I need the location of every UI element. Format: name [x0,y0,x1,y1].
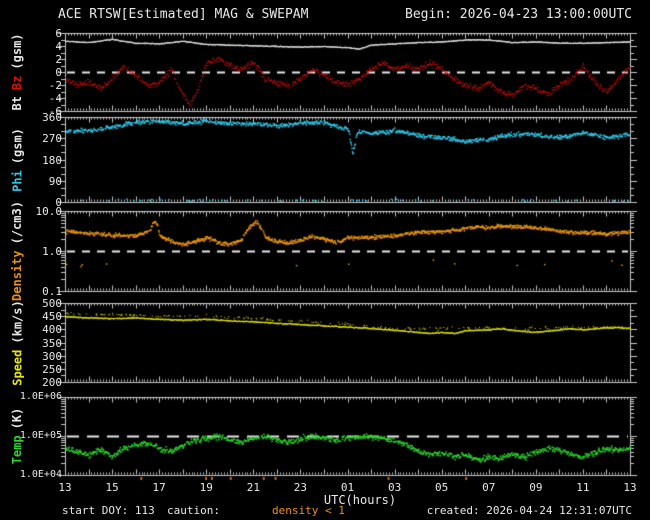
x-tick-label: 07 [482,481,496,494]
footer-caution-value: density < 1 [272,504,345,517]
y-tick-label: 250 [42,362,62,376]
y-tick-label: 180 [42,153,62,167]
y-tick-label: 1.0 [42,245,62,258]
y-tick-label: 270 [42,132,62,146]
y-tick-label: 360 [42,111,62,124]
y-tick-label: 300 [42,349,62,363]
footer-caution-label: caution: [167,504,220,517]
y-tick-label: 10.0 [35,205,63,218]
y-tick-label: 0 [55,196,62,209]
x-axis-label: UTC(hours) [323,493,397,507]
x-tick-label: 17 [152,481,166,494]
footer-created-timestamp: created: 2026-04-24 12:31:07UTC [426,504,632,517]
y-tick-label: 1.0E+04 [19,469,62,480]
x-tick-label: 03 [387,481,402,494]
x-tick-label: 13 [58,481,72,494]
y-tick-label: -6 [48,105,62,118]
y-tick-label: 90 [48,174,62,188]
y-tick-label: -2 [48,79,62,92]
x-tick-label: 23 [293,481,308,494]
y-tick-label: 6 [55,27,62,40]
y-tick-label: 4 [55,40,62,53]
y-tick-label: 1.0E+05 [19,430,62,441]
x-tick-label: 21 [246,481,260,494]
y-tick-label: 450 [42,310,62,324]
y-tick-label: 400 [42,323,62,337]
begin-timestamp: Begin: 2026-04-23 13:00:00UTC [405,7,632,22]
x-tick-label: 11 [576,481,590,494]
y-tick-label: 500 [42,297,62,310]
footer-start-doy: start DOY: 113 [62,504,155,517]
y-tick-label: 200 [42,376,62,389]
y-tick-label: 0.1 [42,285,62,298]
x-tick-label: 01 [340,481,355,494]
x-tick-label: 13 [623,481,637,494]
axis-label-part: (K) [10,407,24,430]
y-tick-label: 2 [55,53,62,66]
y-tick-label: 350 [42,336,62,350]
x-tick-label: 15 [105,481,119,494]
x-tick-label: 09 [529,481,543,494]
y-tick-label: -4 [48,92,62,105]
page-title: ACE RTSW[Estimated] MAG & SWEPAM [58,7,309,22]
y-tick-label: 1.0E+06 [19,391,62,402]
y-tick-label: 0 [55,66,62,79]
x-tick-label: 05 [435,481,449,494]
x-tick-label: 19 [199,481,213,494]
